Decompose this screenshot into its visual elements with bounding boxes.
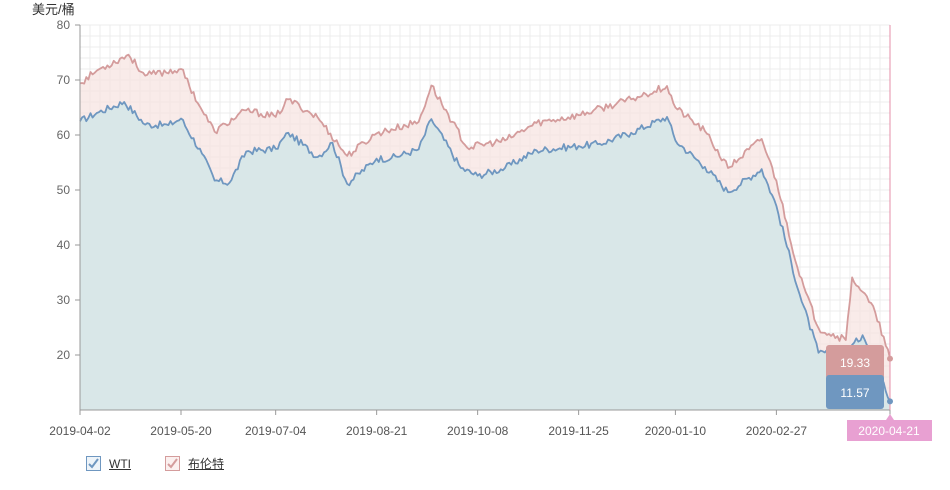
series-line-brent xyxy=(79,53,891,359)
legend-item-brent[interactable]: 布伦特 xyxy=(165,455,224,472)
chart-legend: WTI 布伦特 xyxy=(86,455,224,472)
date-tooltip-box xyxy=(847,420,932,441)
legend-swatch-wti xyxy=(86,456,101,471)
legend-label-wti: WTI xyxy=(109,456,131,471)
chart-axes xyxy=(79,25,890,411)
x-tick-label: 2019-11-25 xyxy=(548,424,609,438)
series-area-wti xyxy=(80,102,890,410)
y-tick-label: 60 xyxy=(57,128,71,142)
chart-ticks: 20 30 40 50 60 70 80 2019-04-02 2019-05-20 2019-0… xyxy=(49,18,891,438)
tooltip-value: 11.57 xyxy=(840,386,869,400)
legend-swatch-brent xyxy=(165,456,180,471)
x-tick-label: 2019-08-21 xyxy=(346,424,408,438)
date-tooltip-label: 2020-04-21 xyxy=(858,424,920,438)
y-tick-label: 40 xyxy=(57,238,71,252)
x-tick-label: 2019-10-08 xyxy=(447,424,509,438)
x-tick-label: 2019-07-04 xyxy=(245,424,307,438)
x-tick-label: 2020-01-10 xyxy=(645,424,707,438)
y-axis-label: 美元/桶 xyxy=(32,2,75,17)
legend-item-wti[interactable]: WTI xyxy=(86,455,131,472)
y-tick-label: 20 xyxy=(57,348,71,362)
date-tooltip-arrow xyxy=(886,414,894,420)
y-tick-label: 50 xyxy=(57,183,71,197)
x-tick-label: 2019-05-20 xyxy=(150,424,212,438)
tooltip-value: 19.33 xyxy=(840,356,870,370)
y-tick-label: 30 xyxy=(57,293,71,307)
y-tick-label: 80 xyxy=(57,18,71,32)
tooltip-box xyxy=(826,345,884,379)
crosshair-point xyxy=(887,355,893,362)
x-tick-label: 2019-04-02 xyxy=(49,424,111,438)
y-tick-label: 70 xyxy=(57,73,71,87)
chart-areas xyxy=(79,53,891,410)
crosshair-point xyxy=(887,398,893,405)
chart-marker: 19.33 11.57 2020-04-21 xyxy=(826,25,932,441)
x-tick-label: 2020-02-27 xyxy=(746,424,808,438)
tooltip-box xyxy=(826,375,884,409)
series-line-wti xyxy=(79,101,891,402)
legend-label-brent: 布伦特 xyxy=(188,457,225,471)
